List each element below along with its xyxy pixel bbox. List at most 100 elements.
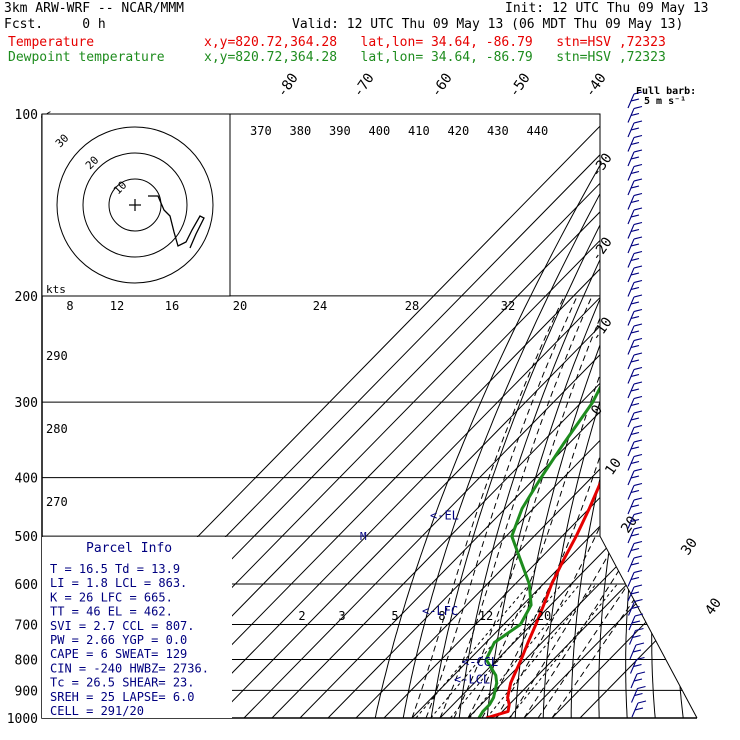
wind-barb <box>627 569 643 587</box>
wind-barb <box>627 178 643 196</box>
wind-barb <box>627 555 643 573</box>
dry-adiabat <box>651 114 697 718</box>
isotherm <box>551 114 697 718</box>
parcel-row: SREH = 25 LAPSE= 6.0 <box>50 690 195 704</box>
wind-barb <box>627 540 643 558</box>
wind-barb <box>627 381 643 399</box>
dry-adiabat <box>430 114 659 718</box>
isotherm <box>215 114 697 718</box>
pressure-label: 400 <box>15 472 38 487</box>
isotherm-label: -40 <box>582 70 610 100</box>
isotherm-label: -50 <box>506 70 534 100</box>
isotherm-label: -30 <box>588 150 616 180</box>
temperature-legend: Temperature <box>8 35 95 50</box>
mixing-ratio-label: 20 <box>233 299 247 313</box>
theta-label: 290 <box>46 349 68 363</box>
moist-adiabat <box>411 295 565 718</box>
mixing-ratio-label: 8 <box>66 299 73 313</box>
wind-barb <box>627 453 643 471</box>
dry-adiabat <box>514 114 697 718</box>
wind-barb <box>629 656 645 674</box>
wind-barb <box>627 468 643 486</box>
mixing-ratio-label: 20 <box>537 609 551 623</box>
moist-adiabat <box>551 295 697 718</box>
isotherm-label: -70 <box>350 70 378 100</box>
isotherm <box>495 114 697 718</box>
wind-barb <box>627 192 643 210</box>
mixing-ratio-line <box>450 583 563 718</box>
wind-barb <box>630 685 646 703</box>
wind-barb <box>627 221 643 239</box>
isotherm <box>439 114 697 718</box>
dry-adiabat <box>726 114 740 718</box>
mixing-ratio-label: 5 <box>391 609 398 623</box>
isotherm <box>411 114 697 718</box>
dry-adiabat <box>486 114 688 718</box>
wind-barb <box>628 613 644 631</box>
parcel-level-label: <-LCL <box>454 672 490 686</box>
pressure-label: 700 <box>15 618 38 633</box>
isotherm-label: 30 <box>678 535 701 558</box>
dewpoint-profile <box>477 114 697 718</box>
parcel-row: T = 16.5 Td = 13.9 <box>50 562 180 576</box>
mixing-ratio-label: 2 <box>298 609 305 623</box>
wind-barb <box>627 134 643 152</box>
parcel-row: TT = 46 EL = 462. <box>50 605 173 619</box>
temperature-profile <box>485 114 697 718</box>
theta-label: 380 <box>290 124 312 138</box>
mixing-ratio-line <box>415 583 530 718</box>
mixing-ratio-line <box>430 583 544 718</box>
isotherm-label: -80 <box>274 70 302 100</box>
wind-barb <box>630 671 646 689</box>
theta-label: 270 <box>46 495 68 509</box>
mixing-ratio-label: 12 <box>110 299 124 313</box>
parcel-row: LI = 1.8 LCL = 863. <box>50 576 187 590</box>
wind-barb <box>631 700 647 718</box>
pressure-label: 900 <box>15 684 38 699</box>
theta-label: 370 <box>250 124 272 138</box>
wind-barb <box>627 352 643 370</box>
dry-adiabat <box>402 114 645 718</box>
parcel-title: Parcel Info <box>86 541 172 556</box>
forecast-hour: Fcst. 0 h <box>4 17 106 32</box>
mixing-ratio-label: 12 <box>479 609 493 623</box>
wind-barb <box>627 337 643 355</box>
dry-adiabat <box>374 114 630 718</box>
pressure-label: 1000 <box>7 712 38 727</box>
isotherm-label: 0 <box>588 402 606 418</box>
theta-label: 400 <box>369 124 391 138</box>
dry-adiabat <box>625 114 697 718</box>
isotherm <box>579 114 697 718</box>
isotherm <box>467 114 697 718</box>
pressure-label: 200 <box>15 290 38 305</box>
dry-adiabat <box>676 114 697 718</box>
wind-barb <box>627 149 643 167</box>
moist-adiabat <box>509 295 697 718</box>
moist-adiabat <box>439 295 593 718</box>
mixing-ratio-label: 24 <box>313 299 327 313</box>
wind-barb <box>627 91 643 109</box>
wind-barb <box>627 584 643 602</box>
pressure-label: 100 <box>15 108 38 123</box>
wind-barb <box>627 526 643 544</box>
isotherm <box>383 114 697 718</box>
dry-adiabat <box>702 114 740 718</box>
plot-frame-right <box>42 113 698 719</box>
wind-barb <box>629 642 645 660</box>
wind-barb <box>627 250 643 268</box>
wind-barb <box>627 207 643 225</box>
pressure-label: 300 <box>15 396 38 411</box>
isotherm-label: 40 <box>702 595 725 618</box>
parcel-row: SVI = 2.7 CCL = 807. <box>50 619 195 633</box>
wind-barb <box>627 395 643 413</box>
hodograph-trace <box>148 195 205 249</box>
parcel-row: K = 26 LFC = 665. <box>50 590 173 604</box>
parcel-row: Tc = 26.5 SHEAR= 23. <box>50 676 195 690</box>
parcel-row: PW = 2.66 YGP = 0.0 <box>50 633 187 647</box>
theta-label: 280 <box>46 422 68 436</box>
parcel-level-label: <-CCL <box>462 655 498 669</box>
moist-adiabat <box>467 295 631 718</box>
moist-adiabat <box>523 295 697 718</box>
mixing-ratio-label: 28 <box>405 299 419 313</box>
wind-barb <box>627 439 643 457</box>
